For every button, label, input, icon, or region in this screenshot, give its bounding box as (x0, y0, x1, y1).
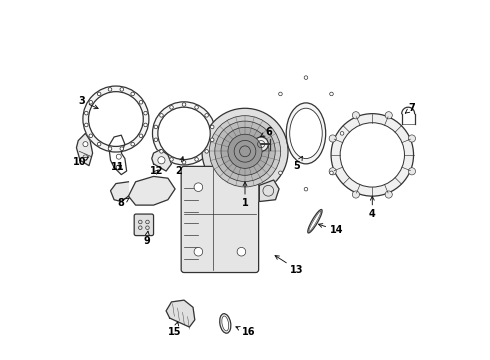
Circle shape (131, 92, 134, 96)
Text: 10: 10 (73, 157, 89, 167)
Circle shape (205, 114, 208, 117)
Circle shape (139, 134, 143, 138)
Text: 1: 1 (242, 182, 248, 208)
Text: 12: 12 (150, 166, 164, 176)
Circle shape (195, 158, 198, 161)
Circle shape (83, 141, 88, 147)
Ellipse shape (290, 108, 322, 158)
FancyBboxPatch shape (181, 166, 259, 273)
Text: 11: 11 (111, 162, 124, 172)
Circle shape (89, 100, 93, 104)
Circle shape (352, 112, 360, 119)
Circle shape (408, 135, 416, 142)
Text: 2: 2 (175, 157, 184, 176)
Circle shape (108, 147, 112, 150)
Circle shape (329, 168, 336, 175)
Circle shape (89, 92, 143, 147)
Circle shape (205, 150, 208, 153)
Circle shape (340, 132, 344, 135)
Text: 3: 3 (78, 96, 98, 109)
Circle shape (83, 86, 149, 152)
Circle shape (215, 121, 275, 181)
Circle shape (158, 107, 210, 159)
Circle shape (160, 150, 163, 153)
Ellipse shape (308, 210, 322, 233)
Circle shape (352, 191, 360, 198)
Circle shape (154, 125, 158, 129)
Ellipse shape (222, 316, 229, 331)
Circle shape (116, 154, 122, 159)
Circle shape (268, 132, 271, 135)
Circle shape (116, 165, 122, 170)
Circle shape (120, 87, 123, 91)
Circle shape (202, 108, 288, 194)
Circle shape (340, 123, 404, 187)
Ellipse shape (286, 103, 326, 164)
Text: 7: 7 (405, 103, 415, 113)
Circle shape (304, 187, 308, 191)
Circle shape (279, 171, 282, 175)
Text: 15: 15 (169, 322, 182, 337)
Circle shape (195, 105, 198, 109)
Polygon shape (128, 176, 175, 205)
Text: 14: 14 (318, 224, 343, 235)
Circle shape (331, 114, 414, 196)
Circle shape (120, 147, 123, 150)
Text: 8: 8 (118, 198, 129, 208)
Circle shape (84, 123, 88, 127)
Circle shape (154, 138, 158, 141)
Circle shape (152, 102, 216, 165)
Circle shape (240, 146, 250, 157)
Polygon shape (152, 149, 172, 171)
Circle shape (408, 168, 416, 175)
Circle shape (194, 247, 203, 256)
Circle shape (209, 116, 281, 187)
Polygon shape (111, 182, 128, 202)
Text: 5: 5 (294, 156, 302, 171)
Circle shape (279, 92, 282, 96)
Circle shape (194, 183, 203, 192)
Polygon shape (166, 300, 195, 327)
Ellipse shape (309, 211, 321, 231)
Circle shape (139, 100, 143, 104)
Text: 13: 13 (275, 256, 304, 275)
Circle shape (89, 134, 93, 138)
Circle shape (98, 142, 101, 146)
Circle shape (160, 114, 163, 117)
Circle shape (170, 158, 173, 161)
Circle shape (210, 138, 214, 141)
Circle shape (237, 247, 245, 256)
Circle shape (385, 191, 392, 198)
Polygon shape (76, 134, 93, 166)
Text: 16: 16 (236, 327, 255, 337)
Text: 4: 4 (369, 196, 376, 219)
Circle shape (83, 155, 88, 160)
Circle shape (254, 137, 269, 151)
Circle shape (84, 111, 88, 115)
Ellipse shape (220, 314, 231, 333)
FancyBboxPatch shape (134, 214, 153, 235)
Circle shape (234, 140, 256, 162)
Circle shape (131, 142, 134, 146)
Circle shape (221, 127, 269, 175)
Circle shape (144, 123, 147, 127)
Circle shape (144, 111, 147, 115)
Circle shape (385, 112, 392, 119)
Circle shape (108, 87, 112, 91)
Circle shape (170, 105, 173, 109)
Polygon shape (259, 180, 279, 202)
Circle shape (330, 92, 333, 96)
Text: 9: 9 (143, 231, 150, 246)
Circle shape (98, 92, 101, 96)
Text: 6: 6 (261, 127, 271, 137)
Circle shape (330, 171, 333, 175)
Circle shape (329, 135, 336, 142)
Circle shape (158, 157, 165, 164)
Circle shape (182, 103, 186, 106)
Circle shape (228, 134, 262, 168)
Circle shape (182, 161, 186, 164)
Circle shape (304, 76, 308, 80)
Circle shape (210, 125, 214, 129)
